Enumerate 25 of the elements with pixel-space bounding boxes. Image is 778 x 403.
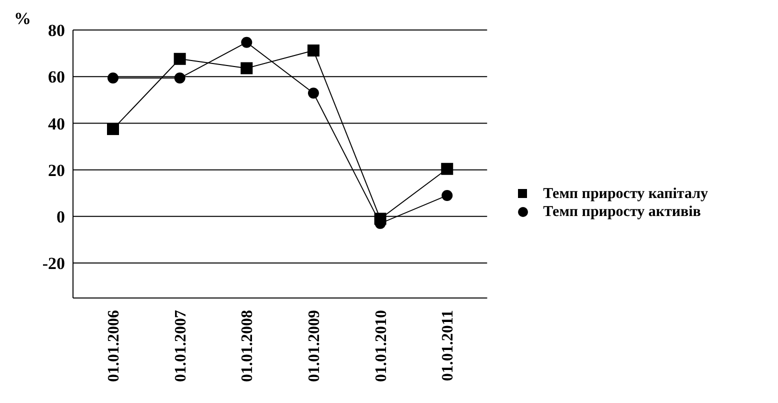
x-tick-label: 01.01.2008 xyxy=(239,310,256,382)
point xyxy=(240,62,253,74)
y-tick-label: 60 xyxy=(48,68,65,87)
point xyxy=(108,72,118,84)
point xyxy=(241,36,252,48)
x-tick-label: 01.01.2007 xyxy=(172,310,190,382)
point xyxy=(441,162,454,175)
x-tick-label: 01.01.2010 xyxy=(372,310,390,382)
point xyxy=(174,52,186,65)
y-axis-title: % xyxy=(14,9,31,28)
legend-label: Темп приросту активів xyxy=(543,203,701,221)
legend-label: Темп приросту капіталу xyxy=(543,185,708,203)
x-tick-label: 01.01.2011 xyxy=(440,310,457,382)
point xyxy=(174,72,186,84)
y-tick-label: 20 xyxy=(48,160,65,180)
y-tick-label: -20 xyxy=(42,254,65,274)
x-tick-label: 01.01.2009 xyxy=(306,310,324,382)
point xyxy=(307,44,320,57)
y-tick-label: 80 xyxy=(48,21,65,40)
point xyxy=(308,88,319,99)
y-tick-label: 40 xyxy=(48,114,65,134)
x-tick-label: 01.01.2006 xyxy=(106,310,123,382)
point xyxy=(442,190,453,201)
y-tick-label: 0 xyxy=(56,207,65,226)
point xyxy=(107,123,119,136)
